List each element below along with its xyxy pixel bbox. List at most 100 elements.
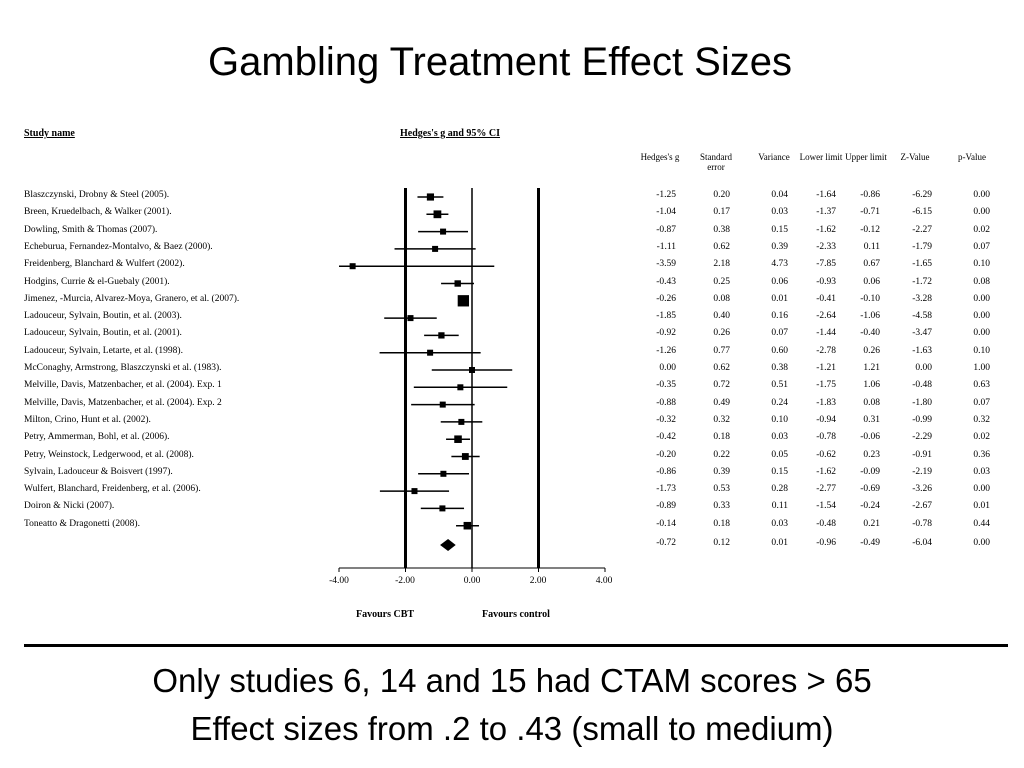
stat-upper: -1.06 [860, 311, 880, 322]
stat-lower: -0.94 [816, 414, 836, 425]
stat-p: 0.63 [973, 380, 990, 391]
stat-z: -1.80 [912, 397, 932, 408]
stat-se: 0.33 [713, 501, 730, 512]
stat-var: 0.06 [771, 276, 788, 287]
stat-z: -0.48 [912, 380, 932, 391]
stat-var: 0.04 [771, 190, 788, 200]
stat-p: 0.02 [973, 432, 990, 443]
effect-marker [454, 435, 462, 443]
study-name: Sylvain, Ladouceur & Boisvert (1997). [24, 466, 173, 477]
stat-upper: 0.06 [863, 276, 880, 287]
stat-z: -2.29 [912, 432, 932, 443]
summary-stat-var: 0.01 [771, 538, 788, 548]
stat-upper: -0.06 [860, 432, 880, 443]
col-header-hedges-g: Hedges's g [640, 152, 680, 162]
stat-p: 0.02 [973, 224, 990, 235]
stat-p: 1.00 [973, 363, 990, 373]
stat-lower: -1.62 [816, 466, 836, 477]
stat-var: 0.03 [771, 207, 788, 218]
stat-lower: -0.48 [816, 518, 836, 529]
stat-upper: 0.21 [863, 518, 880, 529]
stat-lower: -1.64 [816, 190, 836, 200]
stat-se: 0.18 [713, 518, 730, 529]
study-name: Echeburua, Fernandez-Montalvo, & Baez (2… [24, 241, 213, 252]
stat-lower: -1.75 [816, 380, 836, 391]
stat-se: 0.38 [713, 224, 730, 235]
stat-p: 0.00 [973, 311, 990, 322]
stat-se: 0.25 [713, 276, 730, 287]
stat-z: -2.27 [912, 224, 932, 235]
stat-g: -0.26 [656, 293, 676, 304]
study-name: Wulfert, Blanchard, Freidenberg, et al. … [24, 484, 201, 495]
stat-var: 0.10 [771, 414, 788, 425]
stat-z: -1.79 [912, 241, 932, 252]
stat-lower: -2.77 [816, 484, 836, 495]
stat-upper: 0.23 [863, 449, 880, 460]
stat-lower: -1.54 [816, 501, 836, 512]
effect-marker [440, 228, 447, 235]
stat-g: -0.87 [656, 224, 676, 235]
stat-p: 0.10 [973, 345, 990, 356]
stat-p: 0.08 [973, 276, 990, 287]
stat-var: 0.03 [771, 518, 788, 529]
stat-var: 0.07 [771, 328, 788, 339]
stat-z: -2.67 [912, 501, 932, 512]
study-name: Milton, Crino, Hunt et al. (2002). [24, 414, 151, 425]
stat-var: 0.15 [771, 224, 788, 235]
stat-upper: -0.71 [860, 207, 880, 218]
slide-title: Gambling Treatment Effect Sizes [208, 40, 792, 84]
stat-g: -1.11 [656, 241, 676, 252]
effect-marker [454, 280, 461, 287]
stat-lower: -1.44 [816, 328, 836, 339]
divider-line [24, 644, 1008, 647]
stat-p: 0.32 [973, 414, 990, 425]
stat-se: 0.77 [713, 345, 730, 356]
stat-var: 0.03 [771, 432, 788, 443]
stat-upper: 1.06 [863, 380, 880, 391]
stat-upper: -0.10 [860, 293, 880, 304]
stat-var: 0.51 [771, 380, 788, 391]
col-header-lower-limit: Lower limit [799, 152, 843, 162]
col-header-standard-error: Standard error [700, 152, 732, 172]
stat-upper: -0.40 [860, 328, 880, 339]
stat-se: 0.22 [713, 449, 730, 460]
stat-lower: -0.41 [816, 293, 836, 304]
stat-g: -0.20 [656, 449, 676, 460]
study-name: Doiron & Nicki (2007). [24, 501, 115, 512]
study-name: Hodgins, Currie & el-Guebaly (2001). [24, 276, 170, 287]
effect-marker [440, 470, 447, 477]
stat-se: 0.08 [713, 293, 730, 304]
stat-upper: 0.31 [863, 414, 880, 425]
stat-z: -0.99 [912, 414, 932, 425]
stat-p: 0.03 [973, 466, 990, 477]
stat-z: -1.63 [912, 345, 932, 356]
study-name: Toneatto & Dragonetti (2008). [24, 518, 140, 529]
effect-marker [438, 332, 445, 339]
study-name: Freidenberg, Blanchard & Wulfert (2002). [24, 259, 185, 270]
summary-stat-lower: -0.96 [816, 538, 836, 548]
stat-z: -3.28 [912, 293, 932, 304]
stat-var: 0.16 [771, 311, 788, 322]
summary-stat-se: 0.12 [713, 538, 730, 548]
stat-var: 0.11 [771, 501, 788, 512]
stat-g: 0.00 [659, 363, 676, 373]
stat-p: 0.44 [973, 518, 990, 529]
stat-se: 0.39 [713, 466, 730, 477]
effect-marker [407, 315, 414, 322]
stat-g: -0.42 [656, 432, 676, 443]
stat-g: -0.43 [656, 276, 676, 287]
stat-se: 2.18 [713, 259, 730, 270]
stat-se: 0.62 [713, 241, 730, 252]
stat-var: 0.05 [771, 449, 788, 460]
stat-g: -0.14 [656, 518, 676, 529]
col-header-p-value: p-Value [958, 152, 986, 162]
plot-header: Hedges's g and 95% CI [400, 128, 501, 139]
stat-lower: -0.78 [816, 432, 836, 443]
note-line-2: Effect sizes from .2 to .43 (small to me… [190, 710, 834, 747]
stat-lower: -2.33 [816, 241, 836, 252]
effect-marker [349, 263, 356, 270]
stat-z: -3.26 [912, 484, 932, 495]
stat-g: -1.73 [656, 484, 676, 495]
stat-upper: -0.24 [860, 501, 880, 512]
